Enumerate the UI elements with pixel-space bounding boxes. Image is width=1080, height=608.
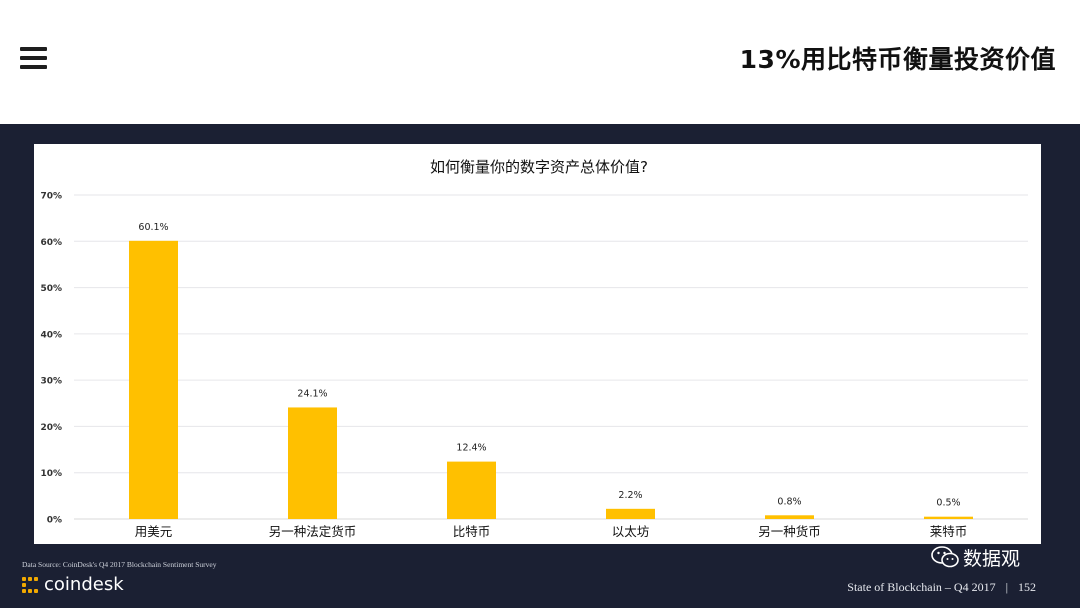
x-tick-label: 另一种货币 (758, 524, 821, 539)
y-tick-label: 70% (40, 192, 62, 202)
bar (765, 515, 814, 519)
x-tick-label: 比特币 (453, 524, 491, 539)
coindesk-mark-icon (22, 577, 39, 594)
page-number: 152 (1018, 580, 1036, 594)
header: 13%用比特币衡量投资价值 (0, 0, 1080, 124)
bar (129, 240, 178, 519)
bar (924, 516, 973, 519)
hamburger-menu-icon[interactable] (20, 47, 47, 69)
y-tick-label: 60% (40, 238, 62, 248)
data-label: 24.1% (297, 388, 327, 399)
chart-card: 如何衡量你的数字资产总体价值? 0% 10% 20% 30% 40% 50% 60% 70% 6… (34, 144, 1041, 544)
x-tick-label: 用美元 (135, 524, 173, 539)
footer-separator: | (1005, 580, 1008, 594)
data-label: 0.5% (936, 498, 960, 509)
bar (288, 407, 337, 519)
wechat-icon (931, 546, 959, 568)
y-tick-label: 40% (40, 330, 62, 340)
data-label: 12.4% (456, 443, 486, 454)
footer-report-info: State of Blockchain – Q4 2017 | 152 (847, 580, 1036, 595)
coindesk-wordmark: coindesk (44, 574, 124, 595)
y-tick-label: 10% (40, 469, 62, 479)
y-tick-label: 30% (40, 377, 62, 387)
chart-title: 如何衡量你的数字资产总体价值? (430, 158, 648, 176)
data-label: 60.1% (138, 222, 168, 233)
data-source-note: Data Source: CoinDesk's Q4 2017 Blockcha… (22, 560, 217, 569)
report-name: State of Blockchain – Q4 2017 (847, 580, 996, 594)
bar (606, 508, 655, 519)
x-tick-label: 莱特币 (930, 524, 968, 539)
data-label: 2.2% (618, 490, 642, 501)
page-title: 13%用比特币衡量投资价值 (739, 45, 1056, 74)
wechat-account-name: 数据观 (963, 548, 1021, 570)
y-tick-label: 0% (47, 516, 62, 526)
data-label: 0.8% (777, 496, 801, 507)
x-tick-label: 以太坊 (612, 524, 650, 539)
y-tick-label: 20% (40, 423, 62, 433)
x-tick-label: 另一种法定货币 (269, 524, 357, 539)
bar (447, 461, 496, 519)
bar-chart: 如何衡量你的数字资产总体价值? 0% 10% 20% 30% 40% 50% 60% 70% 6… (40, 158, 1028, 539)
y-tick-label: 50% (40, 284, 62, 294)
